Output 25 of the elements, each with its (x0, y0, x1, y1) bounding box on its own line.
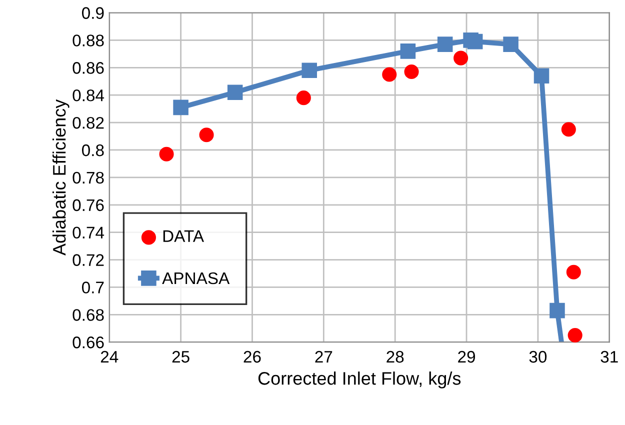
x-tick-label: 28 (386, 350, 404, 363)
x-tick-label: 26 (244, 350, 261, 363)
y-tick-label: 0.78 (72, 172, 104, 184)
y-tick-label: 0.74 (72, 226, 104, 239)
x-tick-label: 30 (529, 350, 547, 363)
y-tick-label: 0.9 (82, 7, 104, 19)
y-axis-title: Adiabatic Efficiency (52, 99, 70, 256)
y-tick-label: 0.72 (72, 254, 104, 266)
x-axis-title: Corrected Inlet Flow, kg/s (258, 372, 461, 388)
y-tick-label: 0.66 (72, 336, 104, 348)
y-tick-label: 0.88 (72, 34, 104, 46)
legend-label: DATA (163, 230, 204, 242)
legend-label: APNASA (162, 272, 230, 284)
y-tick-label: 0.8 (82, 144, 104, 156)
x-tick-label: 24 (100, 350, 118, 363)
y-tick-label: 0.68 (72, 309, 104, 321)
x-tick-label: 25 (172, 350, 190, 363)
x-tick-label: 31 (600, 350, 618, 363)
y-tick-label: 0.76 (72, 199, 104, 212)
y-tick-label: 0.82 (72, 116, 104, 129)
x-tick-label: 29 (458, 350, 475, 363)
y-tick-label: 0.7 (82, 282, 104, 294)
y-tick-label: 0.84 (72, 89, 104, 102)
y-tick-label: 0.86 (72, 62, 104, 74)
x-tick-label: 27 (315, 350, 332, 363)
